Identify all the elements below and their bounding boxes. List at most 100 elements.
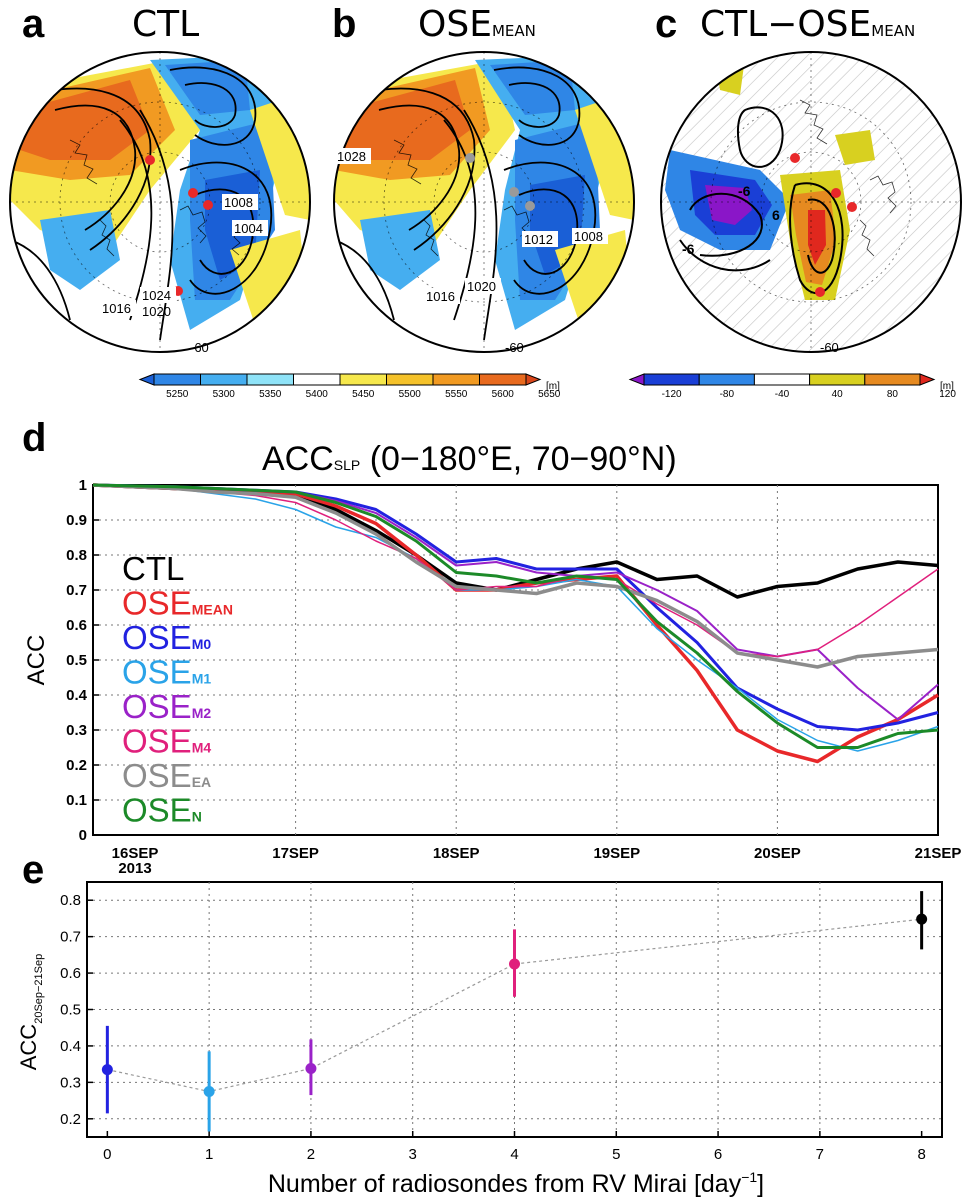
data-point <box>203 1085 215 1097</box>
chart-e: 0.2 0.3 0.4 0.5 0.6 0.7 0.8 0 1 2 3 4 5 6 7 8 ACC20Sep… <box>16 881 943 1198</box>
colorbar-swatch <box>293 373 341 386</box>
legend-entry: OSEEA <box>122 757 211 794</box>
colorbar-swatch <box>200 373 248 386</box>
y-tick-label: 0 <box>79 827 87 844</box>
x-tick-label: 18SEP <box>433 845 480 862</box>
y-tick-label: 0.8 <box>66 547 87 564</box>
series-line-ose-m4 <box>92 484 939 658</box>
y-tick-label: 0.5 <box>66 652 87 669</box>
y-tick-label: 0.9 <box>66 512 87 529</box>
colorbar-tick-label: 5300 <box>213 389 236 400</box>
chart-d-ylabel: ACC <box>23 635 50 686</box>
chart-e-y-ticks: 0.2 0.3 0.4 0.5 0.6 0.7 0.8 <box>60 892 93 1128</box>
panel-letter-a: a <box>22 2 45 46</box>
colorbar-unit: [m] <box>546 381 560 392</box>
contour-label: 1020 <box>142 304 171 319</box>
y-tick-label: 0.1 <box>66 792 87 809</box>
legend-entry: OSEM0 <box>122 619 211 656</box>
station-markers-a <box>145 155 213 296</box>
colorbar-tick-label: 40 <box>832 389 844 400</box>
colorbar-left: 5250 5300 5350 5400 5450 5500 5550 5600 5650[m] <box>138 373 561 400</box>
colorbar-swatch <box>864 373 921 386</box>
colorbar-arrow-high <box>919 373 936 386</box>
contour-label: -60 <box>190 340 209 355</box>
panel-letter-e: e <box>22 848 45 892</box>
contour-label: 1028 <box>337 149 366 164</box>
x-tick-label: 19SEP <box>593 845 640 862</box>
chart-d: ACCSLP (0−180°E, 70−90°N) 00.10.20.30.40… <box>23 440 961 877</box>
data-point <box>916 913 928 925</box>
chart-e-ylabel: ACC20Sep−21Sep <box>16 954 45 1071</box>
series-line-ose-ea <box>92 483 939 669</box>
colorbar-tick-label: 5250 <box>166 389 189 400</box>
colorbar-tick-label: 5450 <box>352 389 375 400</box>
map-labels: 1008 1004 1024 1016 1020 -60 1028 1012 1… <box>100 148 839 355</box>
colorbar-arrow-low <box>628 373 645 386</box>
legend-entry: OSEMEAN <box>122 585 233 622</box>
colorbar-swatch <box>153 373 201 386</box>
y-tick-label: 0.4 <box>60 1038 81 1055</box>
x-tick-label: 5 <box>612 1146 620 1163</box>
y-tick-label: 0.5 <box>60 1002 81 1019</box>
legend-entry: OSEM1 <box>122 654 211 691</box>
map-c-labels: 6 -6 -6 -60 <box>682 183 839 355</box>
contour-label: 1024 <box>142 288 171 303</box>
map-b <box>333 51 635 353</box>
contour-label: -6 <box>738 183 751 199</box>
x-tick-label: 16SEP <box>112 845 159 862</box>
contour-label: 6 <box>772 207 780 223</box>
chart-d-y-ticks: 0 0.1 0.2 0.3 0.4 0.5 0.6 0.7 0.8 0.9 1 <box>66 477 99 844</box>
chart-e-xlabel: Number of radiosondes from RV Mirai [day… <box>268 1169 764 1198</box>
station-markers-b <box>465 153 535 211</box>
colorbar-swatch <box>246 373 294 386</box>
legend-entry: CTL <box>122 550 184 587</box>
station-markers-c <box>790 153 857 297</box>
colorbar-tick-label: -120 <box>662 389 682 400</box>
colorbar-swatch <box>809 373 866 386</box>
map-b-title: OSEMEAN <box>418 4 536 45</box>
contour-label: -6 <box>682 241 695 257</box>
colorbar-swatch <box>386 373 434 386</box>
contour-label: 1008 <box>224 195 253 210</box>
contour-label: -60 <box>505 340 524 355</box>
y-tick-label: 0.4 <box>66 687 88 704</box>
colorbar-swatch <box>479 373 527 386</box>
x-tick-label: 0 <box>103 1146 111 1163</box>
chart-d-plot-area <box>92 484 939 836</box>
y-tick-label: 0.6 <box>60 965 81 982</box>
colorbar-tick-label: 80 <box>887 389 899 400</box>
y-tick-label: 0.6 <box>66 617 87 634</box>
x-tick-label: 21SEP <box>915 845 962 862</box>
contour-label: 1008 <box>574 229 603 244</box>
x-tick-label: 20SEP <box>754 845 801 862</box>
y-tick-label: 1 <box>79 477 87 494</box>
colorbar-right: -120 -80 -40 40 80 120[m] <box>628 373 956 400</box>
contour-label: 1020 <box>467 279 496 294</box>
panel-letter-c: c <box>655 2 678 46</box>
chart-d-title: ACCSLP (0−180°E, 70−90°N) <box>262 440 677 478</box>
x-tick-label: 2 <box>307 1146 315 1163</box>
contour-label: 1004 <box>234 221 263 236</box>
legend-entry: OSEM2 <box>122 688 211 725</box>
x-tick-label: 4 <box>510 1146 518 1163</box>
map-a-labels: 1008 1004 1024 1016 1020 -60 <box>100 194 268 355</box>
colorbar-arrow-high <box>525 373 542 386</box>
colorbar-tick-label: 5600 <box>492 389 515 400</box>
contour-label: 1012 <box>524 232 553 247</box>
data-point <box>305 1063 317 1075</box>
colorbar-tick-label: 120 <box>939 389 956 400</box>
legend-entry: OSEN <box>122 792 202 829</box>
y-tick-label: 0.7 <box>66 582 87 599</box>
map-c <box>660 51 962 353</box>
x-tick-label: 8 <box>917 1146 925 1163</box>
map-a <box>9 51 311 353</box>
map-a-title: CTL <box>132 4 200 45</box>
x-tick-label: 6 <box>714 1146 722 1163</box>
x-tick-label: 17SEP <box>272 845 319 862</box>
y-tick-label: 0.3 <box>60 1074 81 1091</box>
y-tick-label: 0.2 <box>66 757 87 774</box>
colorbar-swatch <box>753 373 811 386</box>
colorbar-unit: [m] <box>940 381 954 392</box>
x-tick-label: 7 <box>816 1146 824 1163</box>
